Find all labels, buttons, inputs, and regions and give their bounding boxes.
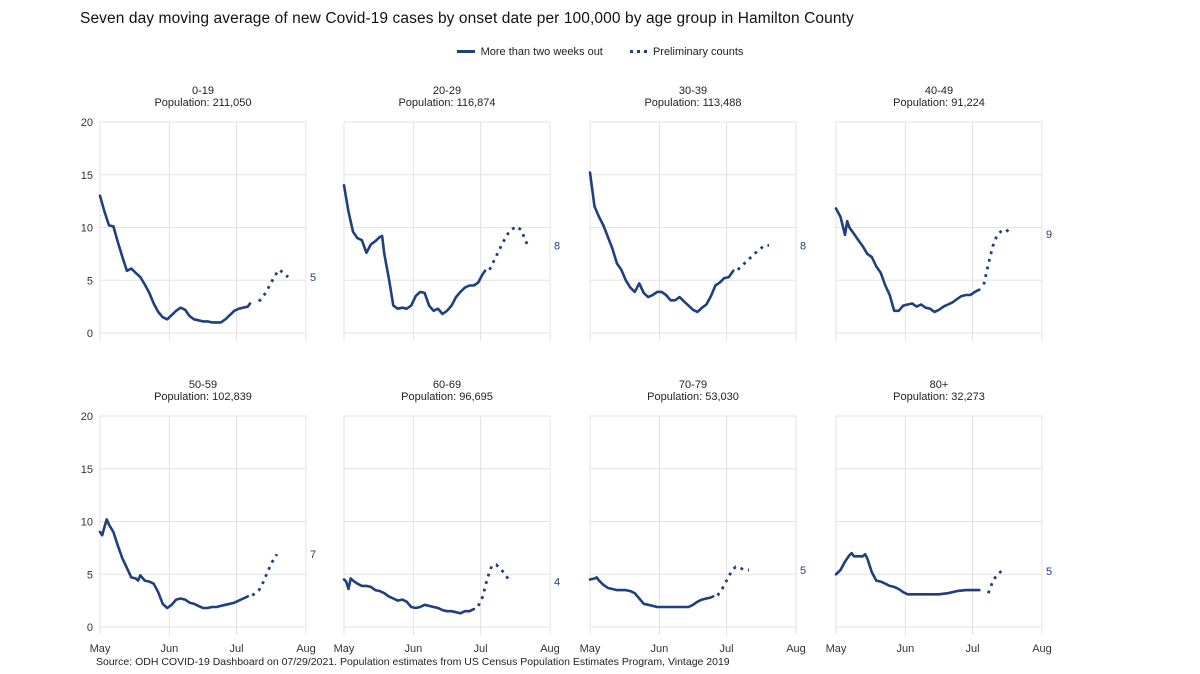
y-tick-label: 15 <box>81 170 93 182</box>
legend-label-dotted: Preliminary counts <box>652 45 744 58</box>
series-line-preliminary <box>488 224 529 271</box>
panel-population: Population: 113,488 <box>644 97 741 109</box>
y-tick-label: 0 <box>87 328 93 340</box>
x-tick-label: May <box>580 643 601 655</box>
legend-label-solid: More than two weeks out <box>480 45 603 58</box>
source-note: Source: ODH COVID-19 Dashboard on 07/29/… <box>96 656 730 668</box>
series-line-preliminary <box>257 267 290 303</box>
panel-population: Population: 102,839 <box>154 391 252 403</box>
x-tick-label: Jul <box>966 643 980 655</box>
series-line-solid <box>588 576 715 609</box>
legend: More than two weeks out Preliminary coun… <box>0 44 1200 58</box>
legend-item-solid: More than two weeks out <box>456 45 603 58</box>
y-tick-label: 20 <box>81 117 93 129</box>
y-tick-label: 10 <box>81 223 93 235</box>
panel-population: Population: 211,050 <box>154 97 251 109</box>
x-tick-label: Jun <box>161 643 179 655</box>
series-line-preliminary <box>986 569 1003 594</box>
panel-population: Population: 53,030 <box>647 391 739 403</box>
series-line-solid <box>588 171 735 314</box>
chart-title: Seven day moving average of new Covid-19… <box>80 10 854 27</box>
panel-title: 80+ <box>930 379 949 391</box>
end-value-label: 5 <box>800 565 806 577</box>
series-line-solid <box>342 184 487 316</box>
series-line-preliminary <box>736 243 770 271</box>
y-tick-label: 0 <box>87 622 93 634</box>
end-value-label: 5 <box>1046 566 1052 578</box>
series-line-solid <box>98 194 252 324</box>
panel-population: Population: 116,874 <box>398 97 495 109</box>
x-tick-label: May <box>90 643 111 655</box>
series-line-solid <box>342 577 476 615</box>
panel-title: 30-39 <box>679 85 707 97</box>
panel-title: 0-19 <box>192 85 214 97</box>
y-tick-label: 5 <box>87 569 93 581</box>
legend-swatch-solid <box>456 50 475 53</box>
x-tick-label: Aug <box>1032 643 1052 655</box>
x-tick-label: Aug <box>786 643 806 655</box>
panel-title: 20-29 <box>433 85 461 97</box>
panel-title: 70-79 <box>679 379 707 391</box>
y-tick-label: 10 <box>81 517 93 529</box>
end-value-label: 8 <box>554 240 560 252</box>
series-line-preliminary <box>982 228 1012 285</box>
panel-title: 50-59 <box>189 379 217 391</box>
end-value-label: 7 <box>310 549 316 561</box>
y-tick-label: 15 <box>81 464 93 476</box>
panel-population: Population: 91,224 <box>893 97 985 109</box>
x-tick-label: Jun <box>651 643 669 655</box>
end-value-label: 4 <box>554 577 560 589</box>
x-tick-label: Jul <box>720 643 734 655</box>
x-tick-label: Jun <box>897 643 915 655</box>
legend-swatch-dotted <box>629 50 647 53</box>
panel-population: Population: 96,695 <box>401 391 493 403</box>
end-value-label: 8 <box>800 240 806 252</box>
panel-population: Population: 32,273 <box>893 391 985 403</box>
x-tick-label: May <box>334 643 355 655</box>
x-tick-label: Jun <box>405 643 423 655</box>
x-tick-label: Jul <box>230 643 244 655</box>
y-tick-label: 5 <box>87 275 93 287</box>
x-tick-label: May <box>826 643 847 655</box>
end-value-label: 9 <box>1046 229 1052 241</box>
legend-item-dotted: Preliminary counts <box>629 45 744 58</box>
x-tick-label: Jul <box>474 643 488 655</box>
series-line-solid <box>834 207 981 314</box>
x-tick-label: Aug <box>296 643 316 655</box>
series-line-preliminary <box>251 553 279 597</box>
panel-title: 40-49 <box>925 85 953 97</box>
series-line-solid <box>98 518 250 610</box>
series-line-solid <box>834 551 981 596</box>
y-tick-label: 20 <box>81 411 93 423</box>
x-tick-label: Aug <box>540 643 560 655</box>
series-line-preliminary <box>716 565 749 597</box>
series-line-preliminary <box>477 563 511 607</box>
panel-title: 60-69 <box>433 379 461 391</box>
end-value-label: 5 <box>310 272 316 284</box>
